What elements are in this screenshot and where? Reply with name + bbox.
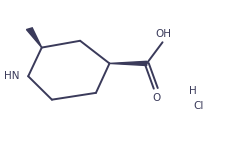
Polygon shape [26,28,42,48]
Text: H: H [188,86,196,96]
Text: Cl: Cl [193,101,203,111]
Text: O: O [152,93,160,103]
Polygon shape [109,61,146,66]
Text: OH: OH [155,29,171,39]
Text: HN: HN [4,71,19,81]
